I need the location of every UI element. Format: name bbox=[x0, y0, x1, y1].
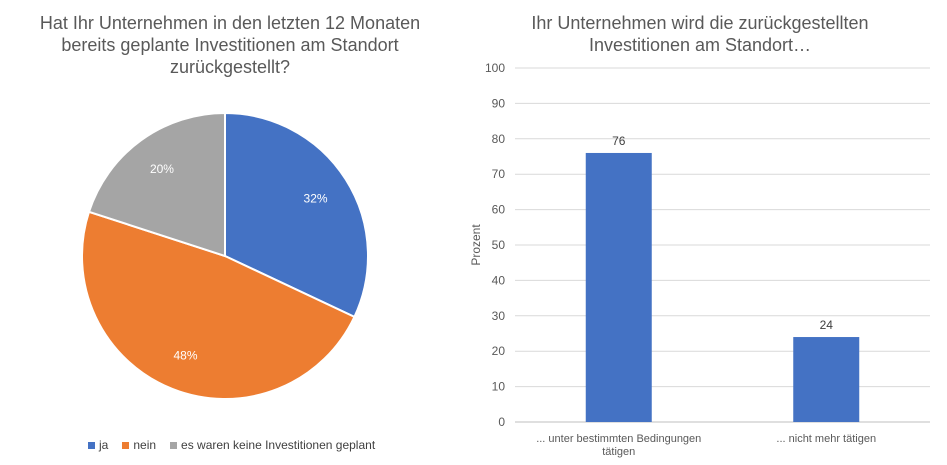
pie-legend-label-1: nein bbox=[133, 438, 157, 452]
y-tick-label: 60 bbox=[492, 203, 506, 217]
pie-plot: 32% 48% 20% bbox=[81, 111, 369, 400]
bar-chart-title: Ihr Unternehmen wird die zurückgestellte… bbox=[531, 13, 869, 55]
bar-1 bbox=[793, 337, 860, 422]
y-tick-label: 50 bbox=[492, 238, 506, 252]
y-tick-label: 10 bbox=[492, 380, 506, 394]
pie-legend-item-0: ja bbox=[88, 438, 108, 452]
pie-slice-1 bbox=[81, 210, 356, 400]
pie-legend-swatch-0 bbox=[88, 441, 95, 449]
pie-chart: Hat Ihr Unternehmen in den letzten 12 Mo… bbox=[0, 0, 460, 465]
y-tick-label: 90 bbox=[492, 96, 506, 110]
pie-legend-label-0: ja bbox=[99, 438, 109, 452]
pie-legend-item-2: es waren keine Investitionen geplant bbox=[170, 438, 375, 452]
y-tick-label: 80 bbox=[492, 132, 506, 146]
pie-data-label-1: 48% bbox=[174, 349, 198, 363]
y-tick-label: 30 bbox=[492, 309, 506, 323]
y-tick-label: 40 bbox=[492, 273, 506, 287]
x-category-label-1: ... nicht mehr tätigen bbox=[776, 433, 876, 445]
pie-legend: ja nein es waren keine Investitionen gepla… bbox=[88, 438, 375, 452]
pie-data-label-2: 20% bbox=[150, 162, 174, 176]
y-tick-label: 70 bbox=[492, 167, 506, 181]
bar-value-label-0: 76 bbox=[612, 134, 626, 148]
pie-legend-label-2: es waren keine Investitionen geplant bbox=[181, 438, 376, 452]
pie-legend-item-1: nein bbox=[122, 438, 156, 452]
y-tick-label: 20 bbox=[492, 344, 506, 358]
pie-slice-0 bbox=[224, 111, 369, 319]
bar-plot: 0 10 20 30 40 50 60 70 80 90 100 Prozent 76 ... unter… bbox=[469, 61, 930, 458]
bar-value-label-1: 24 bbox=[820, 318, 834, 332]
bar-chart: Ihr Unternehmen wird die zurückgestellte… bbox=[460, 0, 947, 465]
y-tick-label: 0 bbox=[498, 415, 505, 429]
pie-legend-swatch-1 bbox=[122, 441, 130, 449]
x-category-label-0: ... unter bestimmten Bedingungen bbox=[536, 433, 701, 445]
pie-legend-swatch-2 bbox=[170, 441, 178, 449]
pie-slice-2 bbox=[87, 111, 226, 258]
x-category-label-0: tätigen bbox=[602, 446, 635, 458]
bar-0 bbox=[585, 152, 652, 422]
pie-chart-title: Hat Ihr Unternehmen in den letzten 12 Mo… bbox=[39, 13, 421, 77]
y-tick-label: 100 bbox=[485, 61, 505, 75]
y-axis-label: Prozent bbox=[469, 224, 483, 266]
pie-data-label-0: 32% bbox=[304, 192, 328, 206]
